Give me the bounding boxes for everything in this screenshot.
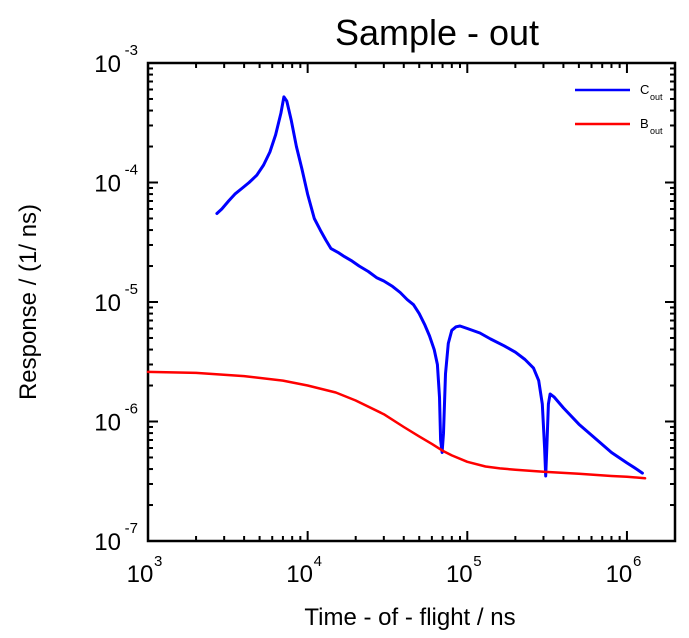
x-axis-label: Time - of - flight / ns	[304, 604, 515, 631]
x-tick-label: 10	[606, 561, 633, 588]
legend-label: B	[640, 116, 649, 131]
y-tick-label: 10	[94, 51, 121, 78]
y-tick-exponent: -4	[125, 162, 138, 179]
x-tick-label: 10	[127, 561, 154, 588]
series-line-b-out	[146, 370, 647, 480]
x-tick-label: 10	[286, 561, 313, 588]
y-tick-exponent: -7	[125, 520, 138, 537]
axis-ticks	[147, 62, 676, 542]
chart-title: Sample - out	[335, 12, 539, 53]
y-tick-label: 10	[94, 410, 121, 437]
x-tick-exponent: 5	[473, 553, 481, 570]
x-tick-exponent: 6	[633, 553, 641, 570]
x-tick-labels: 10 3 10 4 10 5 10 6	[127, 553, 642, 588]
y-tick-label: 10	[94, 529, 121, 556]
y-tick-exponent: -3	[125, 42, 138, 59]
series-line-c-out	[215, 95, 644, 478]
x-tick-exponent: 3	[154, 553, 162, 570]
y-tick-exponent: -6	[125, 401, 138, 418]
legend-label: C	[640, 82, 649, 97]
y-tick-exponent: -5	[125, 281, 138, 298]
series-lines	[146, 95, 647, 480]
legend-label-subscript: out	[650, 92, 663, 102]
y-axis-label: Response / (1/ ns)	[15, 204, 42, 400]
x-tick-label: 10	[446, 561, 473, 588]
legend-label-subscript: out	[650, 126, 663, 136]
y-tick-label: 10	[94, 171, 121, 198]
y-tick-labels: -710-610-510-410-310	[94, 42, 138, 556]
x-tick-exponent: 4	[314, 553, 322, 570]
y-tick-label: 10	[94, 290, 121, 317]
